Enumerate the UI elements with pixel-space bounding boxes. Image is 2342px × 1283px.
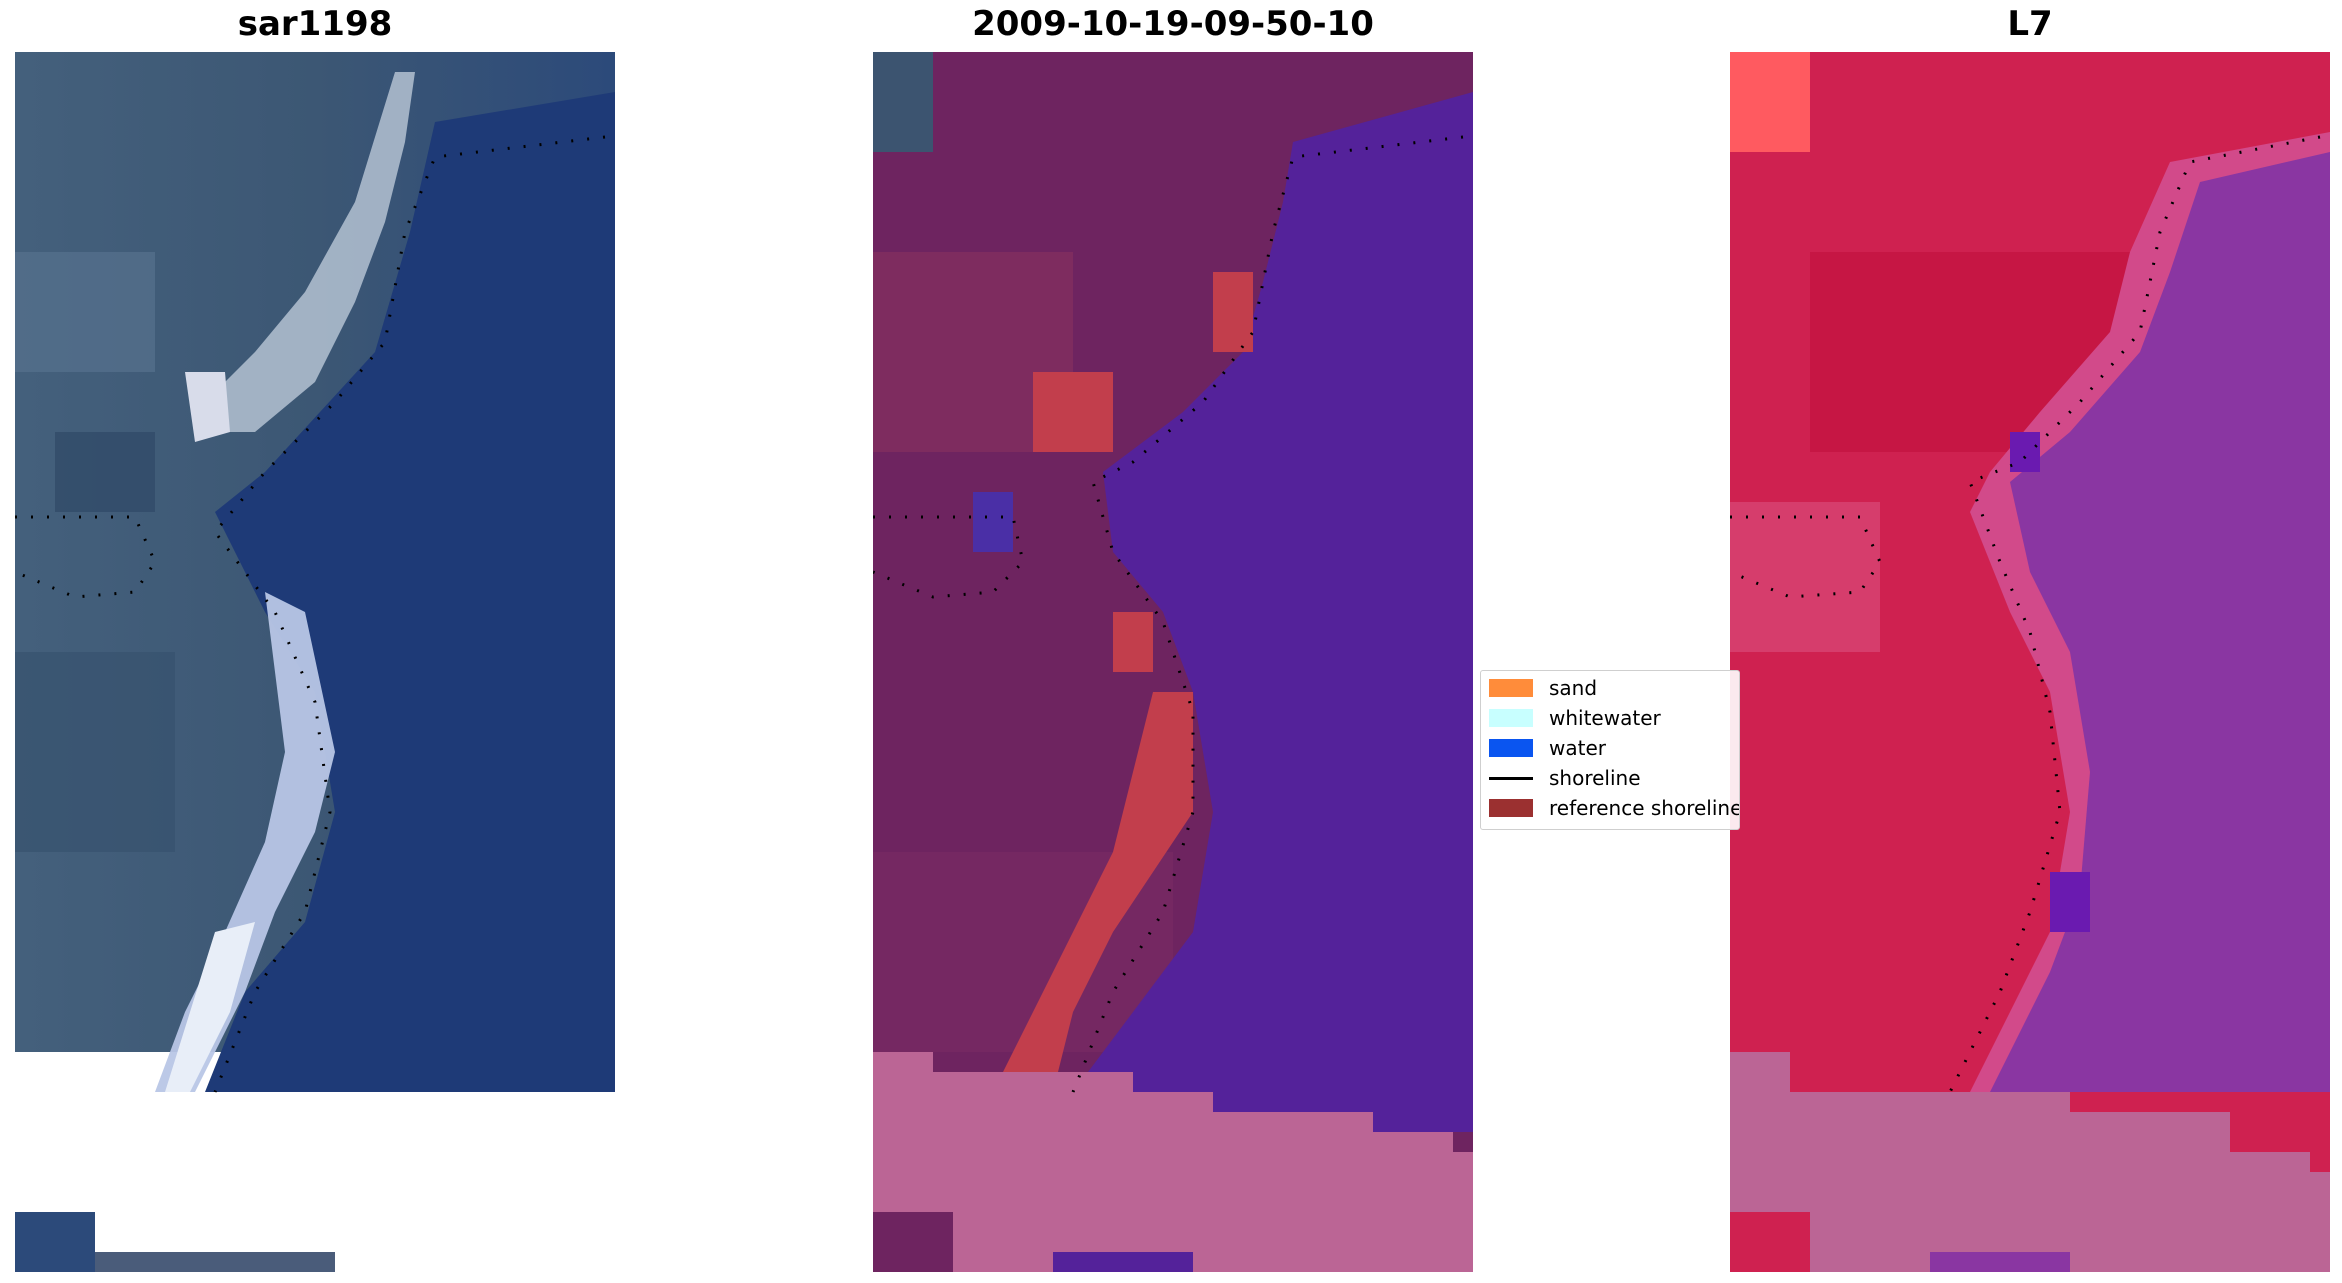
legend-item-reference-shoreline: reference shoreline xyxy=(1489,795,1740,821)
legend: sand whitewater water shoreline referenc… xyxy=(1480,670,1740,830)
legend-item-whitewater: whitewater xyxy=(1489,705,1661,731)
reference-shoreline-swatch xyxy=(1489,799,1533,817)
panel-title-rgb: sar1198 xyxy=(237,4,393,44)
l7-image xyxy=(1730,52,2330,1272)
panel-title-l7: L7 xyxy=(2007,4,2053,44)
rgb-image-panel xyxy=(15,52,615,1272)
legend-label-sand: sand xyxy=(1549,676,1598,700)
legend-item-sand: sand xyxy=(1489,675,1597,701)
shoreline-line-swatch xyxy=(1489,776,1533,780)
legend-item-shoreline: shoreline xyxy=(1489,765,1641,791)
rgb-image xyxy=(15,52,615,1272)
panel-title-classified: 2009-10-19-09-50-10 xyxy=(972,4,1374,44)
water-swatch xyxy=(1489,739,1533,757)
legend-label-whitewater: whitewater xyxy=(1549,706,1661,730)
classified-image xyxy=(873,52,1473,1272)
legend-label-water: water xyxy=(1549,736,1606,760)
l7-image-panel xyxy=(1730,52,2330,1272)
whitewater-swatch xyxy=(1489,709,1533,727)
sand-swatch xyxy=(1489,679,1533,697)
classified-image-panel xyxy=(873,52,1473,1272)
legend-item-water: water xyxy=(1489,735,1606,761)
legend-label-shoreline: shoreline xyxy=(1549,766,1641,790)
legend-label-reference-shoreline: reference shoreline xyxy=(1549,796,1740,820)
